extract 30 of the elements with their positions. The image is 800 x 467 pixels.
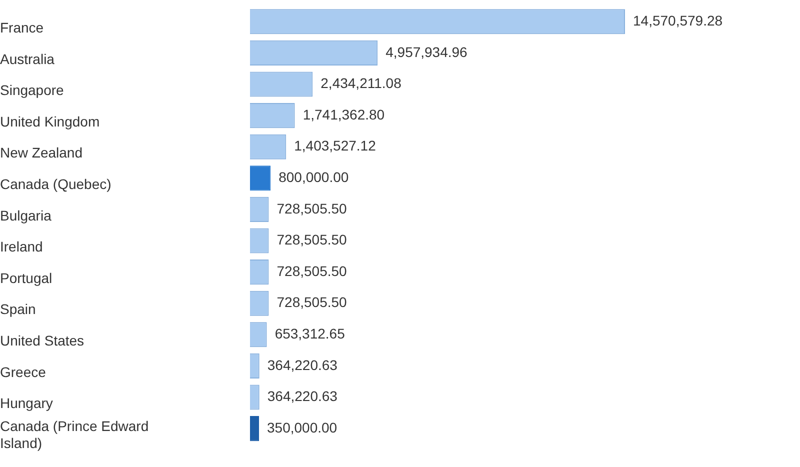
y-tick-label: Australia <box>0 50 55 67</box>
y-tick-label: Hungary <box>0 395 53 412</box>
data-label: 728,505.50 <box>276 294 348 310</box>
data-label: 350,000.00 <box>267 419 338 436</box>
y-tick-label: Canada (Prince Edward Island) <box>0 418 149 451</box>
y-tick-label: Canada (Quebec) <box>0 176 112 192</box>
data-label: 364,220.63 <box>267 388 338 404</box>
data-label: 14,570,579.28 <box>633 12 723 29</box>
data-label: 653,312.65 <box>274 326 346 342</box>
y-tick-label: New Zealand <box>0 144 82 161</box>
data-label: 364,220.63 <box>267 356 338 373</box>
data-label: 4,957,934.96 <box>386 44 468 60</box>
data-label: 728,505.50 <box>276 232 348 248</box>
bar <box>250 416 260 442</box>
data-label: 1,403,527.12 <box>294 138 376 154</box>
y-tick-label: United Kingdom <box>0 113 100 130</box>
data-label: 728,505.50 <box>276 262 348 279</box>
y-tick-label: France <box>0 20 44 36</box>
y-tick-label: Ireland <box>0 238 43 255</box>
y-tick-label: Greece <box>0 364 46 380</box>
y-tick-label: Portugal <box>0 270 52 286</box>
data-label: 2,434,211.08 <box>320 75 402 92</box>
y-tick-label: United States <box>0 332 84 349</box>
y-tick-label: Spain <box>0 301 36 318</box>
bar <box>250 166 271 191</box>
data-label: 1,741,362.80 <box>302 106 385 122</box>
data-label: 728,505.50 <box>276 200 348 216</box>
y-tick-label: Bulgaria <box>0 207 52 224</box>
data-label: 800,000.00 <box>278 169 349 186</box>
y-tick-label: Singapore <box>0 82 64 98</box>
